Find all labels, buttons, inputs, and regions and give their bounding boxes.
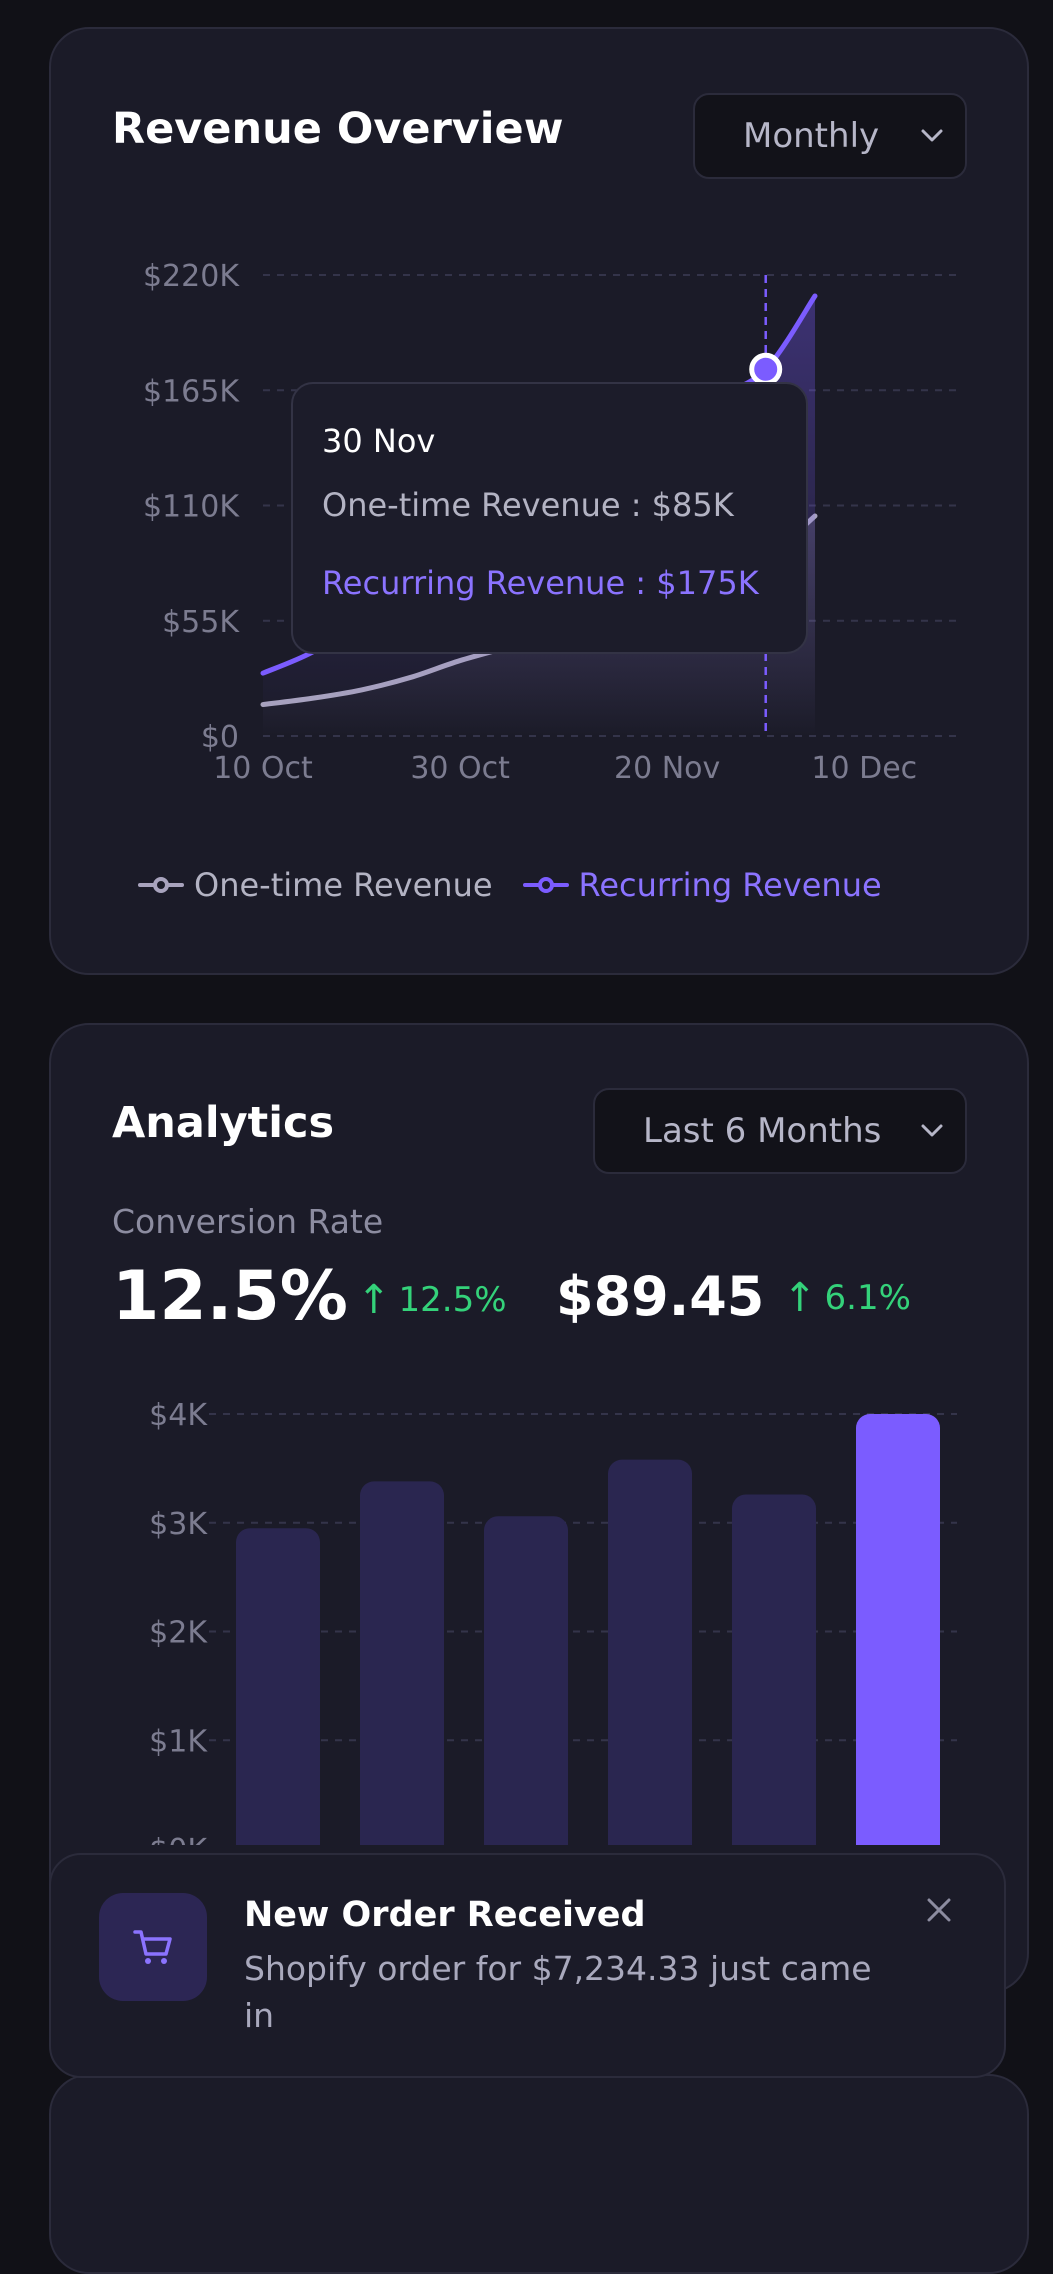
close-icon[interactable] <box>924 1895 954 1925</box>
conversion-rate-delta: ↑ 12.5% <box>357 1277 507 1323</box>
chevron-down-icon <box>921 1124 943 1137</box>
average-value-delta: ↑ 6.1% <box>783 1275 911 1321</box>
legend-recurring-label: Recurring Revenue <box>578 866 882 904</box>
y-tick-label: $55K <box>162 605 240 640</box>
legend-one-time-revenue[interactable]: One-time Revenue <box>138 866 493 904</box>
range-dropdown-value: Last 6 Months <box>643 1111 882 1151</box>
bar <box>236 1528 320 1845</box>
legend-one-time-label: One-time Revenue <box>194 866 493 904</box>
y-tick-label: $3K <box>149 1507 208 1542</box>
recurring-highlight-point <box>749 352 783 386</box>
x-tick-label: 30 Oct <box>410 751 510 786</box>
analytics-card: Analytics Last 6 Months Conversion Rate … <box>49 1023 1029 1993</box>
y-tick-label: $220K <box>143 259 240 294</box>
range-dropdown[interactable]: Last 6 Months <box>593 1088 967 1174</box>
analytics-title: Analytics <box>112 1098 335 1148</box>
bar <box>856 1414 940 1845</box>
new-order-toast[interactable]: New Order Received Shopify order for $7,… <box>49 1853 1006 2078</box>
y-tick-label: $0K <box>149 1833 208 1845</box>
conversion-rate-label: Conversion Rate <box>112 1202 384 1241</box>
bar <box>484 1516 568 1845</box>
bar <box>608 1459 692 1845</box>
chart-tooltip: 30 Nov One-time Revenue : $85K Recurring… <box>291 382 808 654</box>
toast-title: New Order Received <box>244 1895 646 1935</box>
tooltip-date: 30 Nov <box>322 422 436 460</box>
chart-legend: One-time Revenue Recurring Revenue <box>138 866 912 904</box>
shopping-cart-icon <box>133 1930 172 1964</box>
revenue-overview-title: Revenue Overview <box>112 104 564 154</box>
x-tick-label: 10 Dec <box>811 751 917 786</box>
arrow-up-icon: ↑ <box>783 1275 817 1321</box>
tooltip-one-time-revenue: One-time Revenue : $85K <box>322 486 734 524</box>
next-card <box>49 2074 1029 2274</box>
period-dropdown[interactable]: Monthly <box>693 93 967 179</box>
y-tick-label: $110K <box>143 490 240 525</box>
x-tick-label: 10 Oct <box>213 751 313 786</box>
toast-message: Shopify order for $7,234.33 just came in <box>244 1949 872 2035</box>
conversion-rate-delta-value: 12.5% <box>398 1280 507 1320</box>
y-tick-label: $2K <box>149 1616 208 1651</box>
analytics-bar-chart: $0K $1K $2K $3K $4K <box>149 1398 957 1845</box>
toast-icon-container <box>99 1893 207 2001</box>
bar <box>360 1481 444 1845</box>
y-tick-label: $0 <box>201 720 239 755</box>
y-tick-label: $165K <box>143 374 240 409</box>
average-value-delta-value: 6.1% <box>824 1278 911 1318</box>
y-tick-label: $1K <box>149 1724 208 1759</box>
period-dropdown-value: Monthly <box>743 116 880 156</box>
arrow-up-icon: ↑ <box>357 1277 391 1323</box>
x-tick-label: 20 Nov <box>614 751 720 786</box>
legend-line-marker-icon <box>138 877 184 893</box>
conversion-rate-value: 12.5% <box>112 1257 348 1336</box>
legend-line-marker-icon <box>522 877 569 893</box>
legend-recurring-revenue[interactable]: Recurring Revenue <box>522 866 882 904</box>
y-tick-label: $4K <box>149 1398 208 1433</box>
tooltip-recurring-revenue: Recurring Revenue : $175K <box>322 564 759 602</box>
average-value: $89.45 <box>556 1265 765 1328</box>
revenue-overview-card: Revenue Overview Monthly $0 $55K $110K $165… <box>49 27 1029 975</box>
bar <box>732 1494 816 1845</box>
chevron-down-icon <box>921 129 943 142</box>
